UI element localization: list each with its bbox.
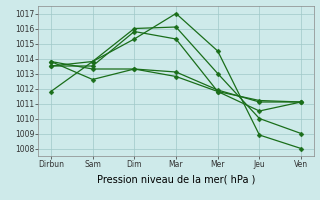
X-axis label: Pression niveau de la mer( hPa ): Pression niveau de la mer( hPa ) bbox=[97, 175, 255, 185]
